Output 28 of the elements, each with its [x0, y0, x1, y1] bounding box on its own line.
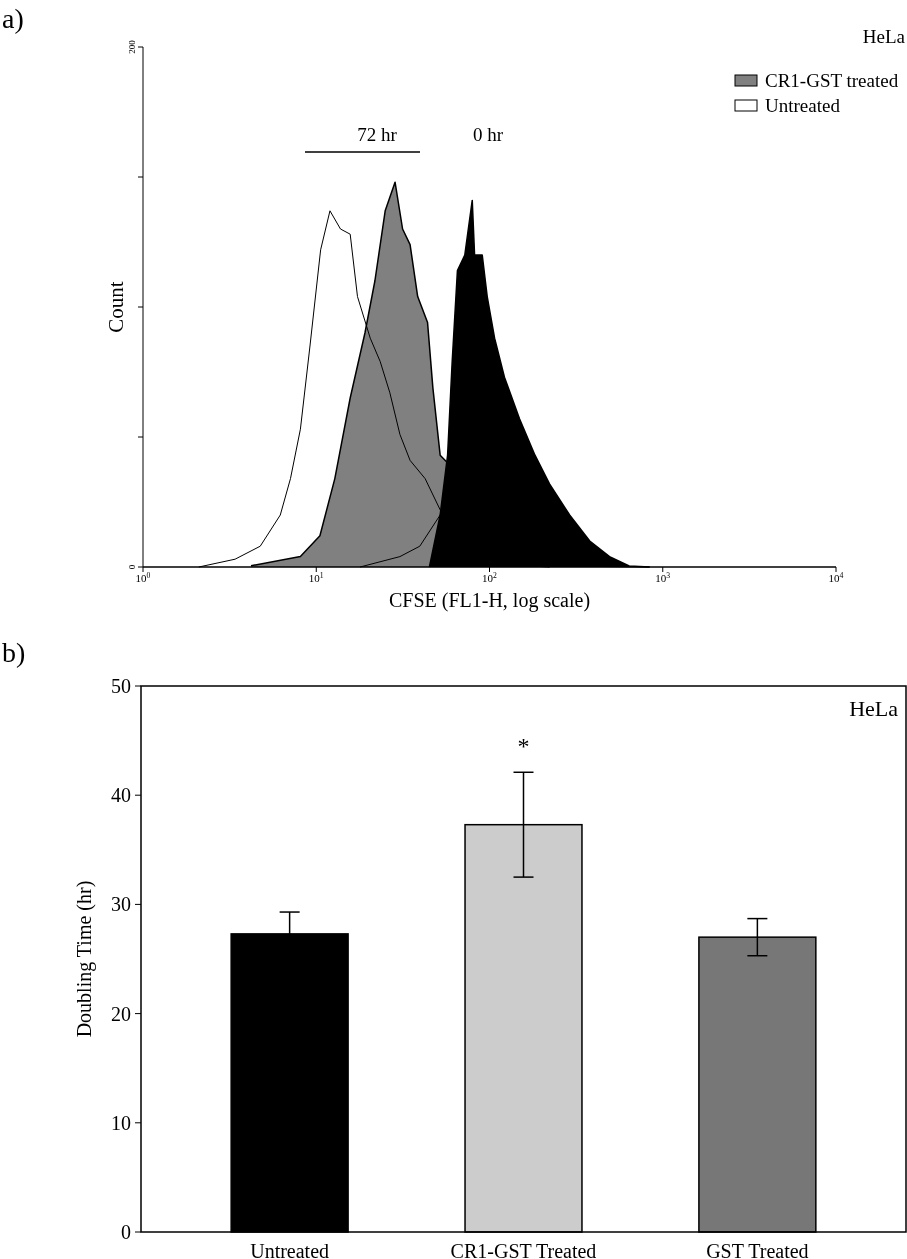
y-tick-label: 200	[127, 39, 137, 54]
y-tick-label: 50	[111, 675, 131, 697]
y-tick-label: 10	[111, 1111, 131, 1134]
annotation: HeLa	[849, 696, 899, 721]
chart-title: b)	[2, 637, 26, 668]
chart-title: a)	[2, 3, 24, 34]
y-axis-title: Doubling Time (hr)	[73, 880, 96, 1038]
y-tick-label: 0	[127, 564, 137, 570]
x-axis-title: CFSE (FL1-H, log scale)	[388, 589, 591, 612]
y-tick-label: 40	[111, 784, 131, 807]
x-tick-label: GST Treated	[706, 1240, 809, 1259]
y-tick-label: 20	[111, 1002, 131, 1025]
x-tick-label: 10$^{2}$	[482, 570, 498, 584]
text: HeLa	[862, 26, 906, 47]
x-tick-label: Untreated	[250, 1240, 330, 1259]
annotation: 0 hr	[472, 124, 504, 145]
x-tick-label: 10$^{1}$	[308, 570, 324, 584]
legend-label: Untreated	[765, 95, 841, 116]
y-tick-label: 0	[121, 1221, 131, 1243]
x-tick-label: 10$^{3}$	[655, 570, 671, 584]
annotation: *	[517, 733, 530, 760]
y-tick-label: 30	[111, 893, 131, 916]
x-tick-label: CR1-GST Treated	[450, 1240, 597, 1259]
annotation: 72 hr	[357, 124, 398, 145]
x-tick-label: 10$^{4}$	[828, 570, 844, 584]
y-axis-title: Count	[104, 281, 128, 333]
legend-label: CR1-GST treated	[765, 70, 899, 91]
x-tick-label: 10$^{0}$	[135, 570, 151, 584]
